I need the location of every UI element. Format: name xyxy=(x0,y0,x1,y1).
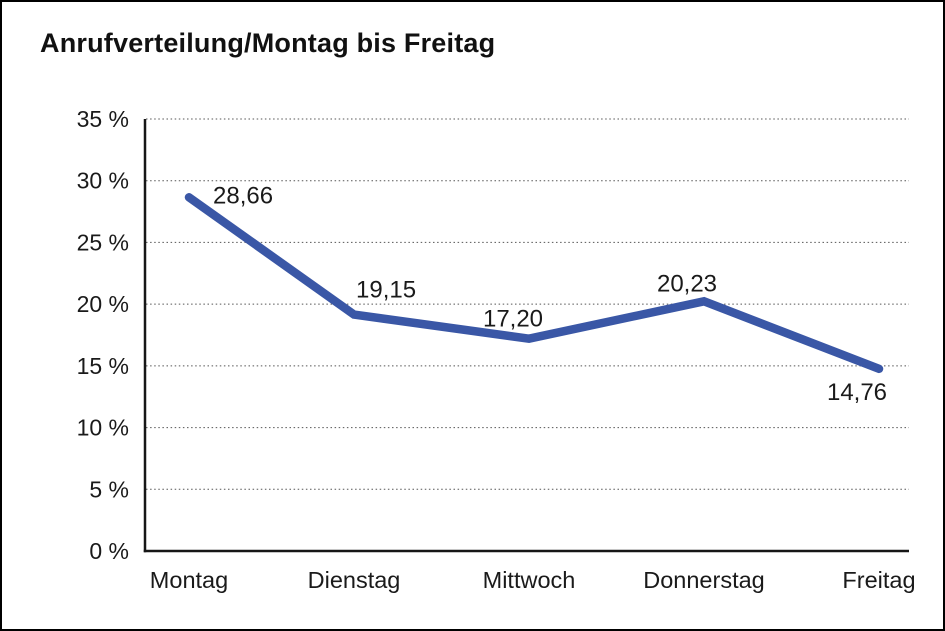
x-category-label: Freitag xyxy=(842,567,915,593)
y-tick-label: 15 % xyxy=(77,353,129,379)
y-tick-label: 10 % xyxy=(77,415,129,441)
y-tick-label: 35 % xyxy=(77,106,129,132)
y-tick-label: 20 % xyxy=(77,291,129,317)
series-line xyxy=(184,193,884,374)
data-label: 19,15 xyxy=(356,277,416,304)
data-label: 14,76 xyxy=(827,379,887,406)
x-category-labels: Montag Dienstag Mittwoch Donnerstag Freitag xyxy=(150,567,916,593)
x-category-label: Donnerstag xyxy=(643,567,765,593)
x-category-label: Mittwoch xyxy=(483,567,576,593)
data-label: 28,66 xyxy=(213,182,273,209)
y-tick-labels: 0 % 5 % 10 % 15 % 20 % 25 % 30 % 35 % xyxy=(77,106,129,564)
y-tick-label: 0 % xyxy=(89,538,129,564)
data-label: 20,23 xyxy=(657,270,717,297)
y-tick-label: 5 % xyxy=(89,476,129,502)
y-tick-label: 30 % xyxy=(77,168,129,194)
x-category-label: Montag xyxy=(150,567,228,593)
x-category-label: Dienstag xyxy=(308,567,401,593)
data-labels: 28,66 19,15 17,20 20,23 14,76 xyxy=(213,182,887,406)
chart-title: Anrufverteilung/Montag bis Freitag xyxy=(40,28,496,58)
data-label: 17,20 xyxy=(483,306,543,333)
y-tick-label: 25 % xyxy=(77,229,129,255)
gridlines xyxy=(146,118,909,490)
